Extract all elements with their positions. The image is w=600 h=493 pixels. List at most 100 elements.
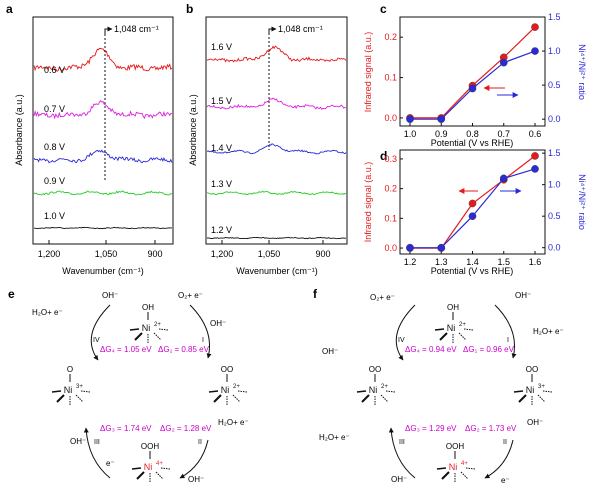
mech-f-reagent-bottom-left-in: OH⁻ xyxy=(391,475,407,484)
panel-label-c: c xyxy=(380,2,387,16)
panel-label-d: d xyxy=(380,149,387,163)
a-curves-series-3 xyxy=(33,190,173,196)
d-plot-ytick-0: 0.0 xyxy=(384,243,397,253)
panel-a-series-label-0: 0.6 V xyxy=(44,65,65,75)
mech-e-ni-top-charge: 2+ xyxy=(154,322,161,328)
c-plot-series-1-point-1 xyxy=(437,115,446,123)
mech-e-step-iv: IV xyxy=(93,337,100,344)
b-curves-series-1 xyxy=(206,97,347,110)
mech-f-ni-top: OH Ni 2+ xyxy=(434,303,474,344)
c-plot-xtick-0: 1.0 xyxy=(404,129,417,139)
panel-b-peak-arrow xyxy=(268,26,277,35)
mech-f-reagent-bottom-left-out: H₂O+ e⁻ xyxy=(319,433,350,442)
b-curves-series-4 xyxy=(207,236,347,240)
mech-f-dg1: ΔG₁ = 0.96 eV xyxy=(463,345,515,354)
panel-a-spectra xyxy=(33,47,173,230)
c-plot-series-1-point-2 xyxy=(468,84,477,93)
mech-e-reagent-bottom-right-out: OH⁻ xyxy=(188,475,204,484)
mech-e-reagent-bottom-right-in: H₂O+ e⁻ xyxy=(218,418,249,427)
panel-b-xtick-2: 900 xyxy=(315,249,330,259)
panel-c-y2label: Ni⁴⁺/Ni²⁺ ratio xyxy=(577,44,587,100)
panel-d-ylabel: Infrared signal (a.u.) xyxy=(363,162,373,243)
panel-b-ylabel: Absorbance (a.u.) xyxy=(188,94,198,166)
mech-f-ni-bottom-ligand: OOH xyxy=(446,442,464,451)
mech-e-arrow-step-3 xyxy=(83,427,111,479)
panel-b-xtick-0: 1,200 xyxy=(211,249,234,259)
d-plot-ytick-2: 0.2 xyxy=(384,184,397,194)
mech-f-arrow-step-3 xyxy=(388,427,416,479)
panel-a-series-label-2: 0.8 V xyxy=(44,142,65,152)
mech-e-reagent-top-right-in: O₂+ e⁻ xyxy=(178,291,203,300)
c-plot-series-1-point-0 xyxy=(406,115,414,123)
panel-label-a: a xyxy=(6,2,13,16)
d-plot-series-0-point-2 xyxy=(468,199,477,208)
mech-f-reagent-top-right-in: OH⁻ xyxy=(515,291,531,300)
panel-a: a 1,048 cm⁻¹ 0.6 V 0.7 V 0.8 V 0.9 V 1.0… xyxy=(6,2,174,276)
c-plot-y2tick-3: 1.5 xyxy=(548,12,561,22)
mech-f-arrow-step-1 xyxy=(494,304,517,359)
panel-b-series-label-2: 1.4 V xyxy=(211,143,232,153)
panel-b-spectra xyxy=(206,45,347,240)
mech-f-ni-right-charge: 3+ xyxy=(538,384,545,390)
panel-a-xtick-2: 900 xyxy=(147,249,162,259)
c-plot-xtick-3: 0.7 xyxy=(497,129,510,139)
mech-e-reagent-bottom-left-out: e⁻ xyxy=(106,459,115,468)
mech-f-dg3: ΔG₃ = 1.29 eV xyxy=(405,424,457,433)
c-plot-y2tick-1: 0.5 xyxy=(548,80,561,90)
mech-f-ni-bottom-center: Ni xyxy=(449,462,458,472)
mech-f-ni-top-ligand: OH xyxy=(447,303,459,312)
mech-f-ni-left: OO Ni 2+ xyxy=(356,365,396,406)
panel-d: d 1.2 1.3 1.4 1.5 1.60.00.10.20.30.00.51.01.… xyxy=(363,148,587,276)
d-plot-xtick-1: 1.3 xyxy=(435,257,448,267)
mech-f-reagent-top-left-out: OH⁻ xyxy=(322,347,338,356)
c-plot-ytick-1: 0.1 xyxy=(384,73,397,83)
mech-f-step-ii: II xyxy=(503,439,507,446)
c-plot-ytick-0: 0.0 xyxy=(384,113,397,123)
panel-b-peak-annotation: 1,048 cm⁻¹ xyxy=(278,24,323,34)
mech-f-reagent-top-left-in: O₂+ e⁻ xyxy=(370,293,395,302)
mech-f-arrow-step-2 xyxy=(484,439,514,479)
mech-f-dg2: ΔG₂ = 1.73 eV xyxy=(465,424,517,433)
d-plot-series-1-line xyxy=(410,168,536,249)
mech-f-ni-bottom: OOH Ni 4+ xyxy=(436,442,476,483)
panel-a-frame xyxy=(32,16,174,245)
c-plot-y2tick-2: 1.0 xyxy=(548,46,561,56)
mech-e-reagent-bottom-left-in: OH⁻ xyxy=(70,437,86,446)
panel-b-series-label-1: 1.5 V xyxy=(211,96,232,106)
panel-b: b 1,048 cm⁻¹ 1.6 V 1.5 V 1.4 V 1.3 V 1.2… xyxy=(186,2,348,276)
panel-b-series-label-3: 1.3 V xyxy=(211,179,232,189)
panel-c: c 1.0 0.9 0.8 0.7 0.6 0.0 0.1 0.2 0.0 0.5 1.0 1.5 P… xyxy=(363,2,587,148)
mech-e-dg3: ΔG₃ = 1.74 eV xyxy=(100,424,152,433)
b-curves-series-0 xyxy=(206,45,347,63)
panel-a-series-label-3: 0.9 V xyxy=(44,176,65,186)
mech-e-ni-left-charge: 3+ xyxy=(76,384,83,390)
b-curves-series-2 xyxy=(206,143,347,155)
mech-e-reagent-top-left-out: OH⁻ xyxy=(102,291,118,300)
mech-e-dg4: ΔG₄ = 1.05 eV xyxy=(100,345,152,354)
d-plot-series-0-point-4 xyxy=(531,152,539,160)
panel-a-peak-annotation: 1,048 cm⁻¹ xyxy=(114,24,159,34)
panel-b-series-label-4: 1.2 V xyxy=(211,225,232,235)
panel-a-xlabel: Wavenumber (cm⁻¹) xyxy=(62,266,143,276)
mech-f-ni-left-center: Ni xyxy=(369,385,378,395)
mech-e-dg2: ΔG₂ = 1.28 eV xyxy=(160,424,212,433)
c-plot-ytick-2: 0.2 xyxy=(384,32,397,42)
mech-e-ni-bottom-charge: 4+ xyxy=(156,461,163,467)
panel-c-plot: 1.0 0.9 0.8 0.7 0.6 0.0 0.1 0.2 0.0 0.5 1.0 1.5 xyxy=(384,12,560,139)
mech-f-step-i: I xyxy=(507,337,509,344)
mech-e-ni-right: OO Ni 2+ xyxy=(208,365,248,406)
panel-d-xlabel: Potential (V vs RHE) xyxy=(431,266,514,276)
mech-e-ni-right-center: Ni xyxy=(221,385,230,395)
panel-d-y2label: Ni⁴⁺/Ni²⁺ ratio xyxy=(577,174,587,230)
mech-f-ni-top-charge: 2+ xyxy=(459,322,466,328)
d-plot-xtick-0: 1.2 xyxy=(404,257,417,267)
mech-f-dg4: ΔG₄ = 0.94 eV xyxy=(405,345,457,354)
panel-d-plot: 1.2 1.3 1.4 1.5 1.6 0.0 0.1 0.2 0.3 0.0 0.5 1.0 1.5 xyxy=(384,148,560,267)
mech-f-ni-left-charge: 2+ xyxy=(381,384,388,390)
mech-e-reagent-top-right-out: OH⁻ xyxy=(210,319,226,328)
d-plot-series-1-point-4 xyxy=(531,165,539,173)
d-plot-y2tick-3: 1.5 xyxy=(548,148,561,158)
mech-f-arrow-step-4 xyxy=(395,304,416,361)
c-plot-series-1-point-3 xyxy=(499,58,508,67)
